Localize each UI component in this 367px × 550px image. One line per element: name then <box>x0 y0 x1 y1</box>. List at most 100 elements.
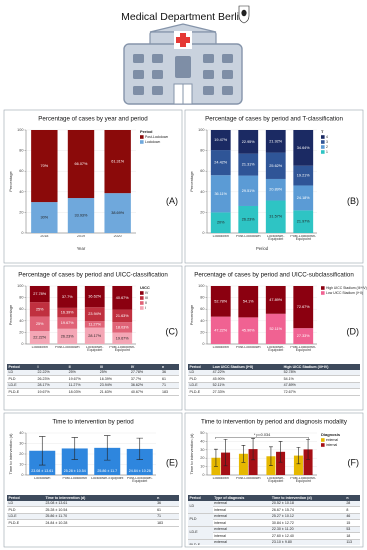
bar-segment <box>210 150 231 176</box>
table-cell: 71 <box>155 513 179 520</box>
page-title: Medical Department Berlin <box>121 11 245 23</box>
data-label: 70% <box>41 164 49 168</box>
y-tick-label: 20 <box>19 452 23 456</box>
category-label-box: Lockdown-Equipoint <box>86 345 104 353</box>
table-box: Period Type of diagnosis Time to intervent… <box>188 495 360 545</box>
category-label-box: Post-Lockdown-Equipoint <box>127 477 153 484</box>
table-header-cell: Time to intervention (d) <box>270 495 345 501</box>
table-cell: 183 <box>160 388 179 396</box>
y-tick-label: 40 <box>19 319 23 323</box>
y-tick-label: 10 <box>19 463 23 467</box>
table-row: PLD-E 24.84 ± 10.28 183 <box>7 519 179 527</box>
error-bar <box>296 447 301 465</box>
table-cell: 27.60 ± 12.40 <box>270 532 345 540</box>
category-label-box: Post-Lockdown <box>236 477 261 480</box>
table-cell: PLD-E <box>7 519 44 527</box>
annotation-bracket <box>215 437 309 439</box>
table-header-cell: IV <box>129 364 161 370</box>
table-box: Period Low UICC Stadium (I+II) High UICC S… <box>188 364 360 396</box>
error-bar <box>241 444 246 463</box>
legend-swatch <box>140 306 144 310</box>
table-cell: PLD <box>7 375 37 383</box>
data-label: 23.08 ± 13.61 <box>31 469 53 473</box>
x-tick-label: Lockdown <box>34 476 51 480</box>
category-label-box: 2019 <box>77 235 85 238</box>
data-label: 47.89% <box>269 298 283 302</box>
x-tick-label: Lockdown <box>31 345 48 349</box>
panel-label: (C) <box>166 326 179 336</box>
table-cell: 15 <box>344 519 360 527</box>
data-label: 18.03% <box>116 325 130 329</box>
legend-label: Low UICC Stadium (I+II) <box>326 291 363 295</box>
table-row: LD-E external 22.30 ± 11.20 53 <box>188 526 360 540</box>
chart-title: Percentage of cases by year and period <box>38 116 148 123</box>
data-label: 27.78% <box>33 292 47 296</box>
y-tick-label: 20 <box>19 210 23 214</box>
table-cell: 72.67% <box>282 388 360 396</box>
legend-label: III <box>145 296 148 300</box>
bar-segment <box>29 286 50 303</box>
chart-panel: Percentage of cases by period and T-clas… <box>184 109 364 264</box>
data-label: 61.31% <box>111 160 125 164</box>
table-cell: 47.89% <box>282 382 360 389</box>
chart-title: Time to intervention by period <box>52 419 134 426</box>
legend-swatch <box>321 291 325 295</box>
table-row: LD 23.08 ± 13.61 36 <box>7 500 179 507</box>
x-tick-label: Lockdown <box>212 234 229 238</box>
category-label-box: Post-Lockdown-Equipoint <box>109 346 135 353</box>
table-cell: 46 <box>344 513 360 520</box>
category-label-box: Lockdown <box>213 346 229 349</box>
data-label: 21.92% <box>269 139 283 143</box>
table-box: Period Time to intervention (d) nLD 23.08 ±… <box>7 495 179 527</box>
legend-title: Period <box>140 129 153 134</box>
data-label: 36.62% <box>88 295 102 299</box>
x-axis-label: Period <box>256 246 269 251</box>
data-table: Period I II III IV n LD 22.22% 25% 25% 27.78% 36 PLD… <box>7 364 179 396</box>
category-label-box: 2020 <box>114 235 122 238</box>
table-cell: PLD-E <box>188 539 213 545</box>
category-label-box: Lockdown-Equipoint <box>91 477 123 480</box>
error-bar <box>71 437 78 460</box>
chart-title: Percentage of cases by period and T-clas… <box>205 116 343 123</box>
bar-segment <box>293 130 314 166</box>
data-label: 25.28 ± 10.54 <box>64 469 86 473</box>
chart-panel: Percentage of cases by year and period 0 2… <box>3 109 183 264</box>
bar-segment <box>210 316 231 344</box>
x-tick-label: Post-Lockdown-Equipoint <box>290 234 317 242</box>
table-cell: 37.7% <box>129 375 161 383</box>
bar <box>276 451 286 475</box>
x-tick-label: Lockdown-Equipoint <box>86 345 104 353</box>
bar-segment <box>293 165 314 186</box>
data-label: 26.23% <box>61 334 75 338</box>
y-tick-label: 20 <box>200 210 204 214</box>
bar-segment <box>238 153 259 176</box>
data-label: 20% <box>217 221 225 225</box>
error-bar <box>269 446 273 466</box>
table-header-cell: Period <box>188 364 212 370</box>
data-label: 38.69% <box>111 211 125 215</box>
panel-label: (A) <box>166 196 178 206</box>
bar-segment <box>293 286 314 329</box>
data-label: 22.22% <box>33 336 47 340</box>
table-cell: 20.52 ± 10.18 <box>270 500 345 507</box>
table-cell: 183 <box>155 519 179 527</box>
y-axis-label: Percentage <box>189 171 194 192</box>
table-cell: 19.67% <box>67 375 99 383</box>
bar <box>303 449 313 475</box>
legend-swatch <box>321 443 325 447</box>
table-row: PLD external 25.27 ± 10.12 46 <box>188 513 360 527</box>
category-label-box: Lockdown-Equipoint <box>267 345 285 353</box>
legend-title: UICC <box>140 285 150 290</box>
table-cell: LD <box>7 500 44 507</box>
error-bar <box>306 439 310 460</box>
x-tick-label: Lockdown-Equipoint <box>267 345 285 353</box>
berlin-crest <box>238 5 250 24</box>
table-header-cell: Time to intervention (d) <box>43 495 156 501</box>
table-header-cell: Type of diagnosis <box>212 495 271 501</box>
data-label: 28.17% <box>88 334 102 338</box>
bar-segment <box>265 313 286 344</box>
data-label: 54.1% <box>243 300 254 304</box>
x-tick-label: Lockdown-Equipoint <box>267 234 285 242</box>
table-header-row: Period Low UICC Stadium (I+II) High UICC S… <box>188 364 360 370</box>
